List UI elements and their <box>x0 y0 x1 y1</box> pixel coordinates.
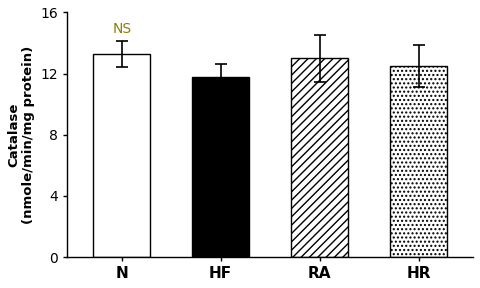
Bar <box>192 77 250 257</box>
Bar <box>390 66 447 257</box>
Text: NS: NS <box>112 22 131 36</box>
Y-axis label: Catalase
(nmole/min/mg protein): Catalase (nmole/min/mg protein) <box>7 46 35 224</box>
Bar <box>291 58 348 257</box>
Bar <box>93 54 150 257</box>
